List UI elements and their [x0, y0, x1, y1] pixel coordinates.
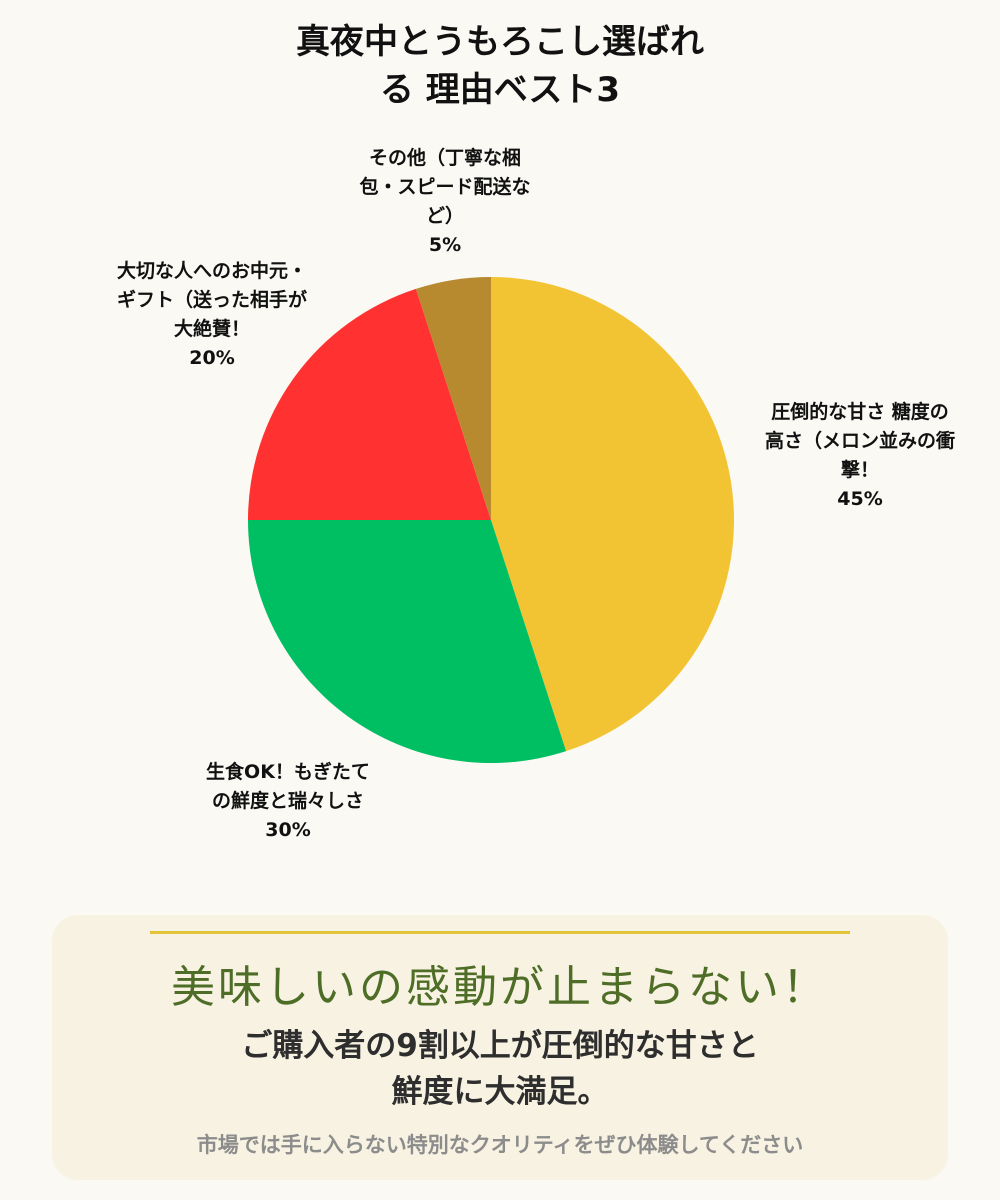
card-tagline: 美味しいの感動が止まらない！ [171, 962, 829, 1013]
card-message-line-2: 鮮度に大満足。 [391, 1074, 609, 1110]
pie-slice-other [415, 277, 491, 520]
slice-label-freshness: 生食OK！もぎたて の鮮度と瑞々しさ 30% [168, 758, 408, 845]
pie-slice-gift [248, 288, 491, 520]
slice-label-sweetness: 圧倒的な甘さ 糖度の 高さ（メロン並みの衝 撃！ 45% [735, 398, 985, 514]
chart-title-line-1: 真夜中とうもろこし選ばれ [296, 22, 704, 62]
slice-value-label: 45% [837, 488, 883, 510]
slice-label-gift: 大切な人へのお中元・ ギフト（送った相手が 大絶賛！ 20% [82, 257, 342, 373]
slice-value-label: 5% [428, 234, 462, 256]
slice-label-line: 生食OK！もぎたて [206, 761, 370, 783]
card-footnote: 市場では手に入らない特別なクオリティをぜひ体験してください [196, 1133, 804, 1157]
summary-card: 美味しいの感動が止まらない！ ご購入者の9割以上が圧倒的な甘さと 鮮度に大満足。… [52, 915, 948, 1180]
slice-label-line: その他（丁寧な梱 [368, 147, 521, 169]
chart-title: 真夜中とうもろこし選ばれ る 理由ベスト3 [200, 18, 800, 114]
slice-label-line: ど） [425, 205, 464, 227]
pie-slice-sweetness [491, 277, 734, 752]
pie-chart [248, 277, 734, 763]
slice-label-line: ギフト（送った相手が [116, 289, 307, 311]
pie-slice-freshness [248, 520, 567, 763]
slice-value-label: 20% [189, 347, 235, 369]
slice-label-other: その他（丁寧な梱 包・スピード配送な ど） 5% [330, 144, 560, 260]
slice-label-line: 大絶賛！ [173, 318, 250, 340]
card-message-line-1: ご購入者の9割以上が圧倒的な甘さと [241, 1028, 759, 1064]
slice-label-line: 包・スピード配送な [359, 176, 531, 198]
card-divider [150, 931, 850, 934]
slice-label-line: の鮮度と瑞々しさ [211, 790, 364, 812]
slice-label-line: 大切な人へのお中元・ [116, 260, 307, 282]
slice-label-line: 圧倒的な甘さ 糖度の [771, 401, 949, 423]
slice-value-label: 30% [265, 819, 311, 841]
slice-label-line: 撃！ [840, 459, 879, 481]
card-message: ご購入者の9割以上が圧倒的な甘さと 鮮度に大満足。 [52, 1023, 948, 1115]
chart-title-line-2: る 理由ベスト3 [379, 70, 621, 110]
slice-label-line: 高さ（メロン並みの衝 [764, 430, 955, 452]
